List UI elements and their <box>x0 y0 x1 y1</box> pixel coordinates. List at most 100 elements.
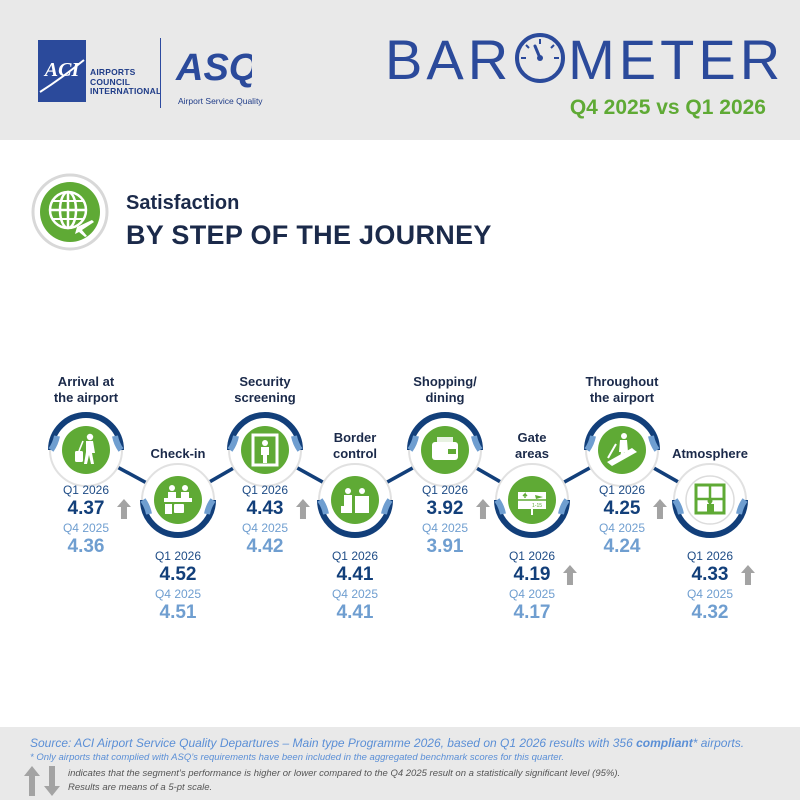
journey-step-4 <box>317 463 393 538</box>
compliance-note: * Only airports that complied with ASQ’s… <box>30 752 565 763</box>
step-arc <box>48 412 124 451</box>
border-control-icon <box>341 488 369 513</box>
current-score: 4.43 <box>242 498 311 520</box>
section-title: BY STEP OF THE JOURNEY <box>126 220 492 250</box>
journey-path: 1-15 <box>48 412 748 538</box>
journey-step-3 <box>227 412 303 487</box>
journey-step-5 <box>407 412 483 487</box>
current-period-label: Q1 2026 <box>241 483 289 497</box>
previous-period-label: Q4 2025 <box>154 587 202 601</box>
step-scores: Q1 2026 4.43 Q4 2025 4.42 <box>241 482 311 558</box>
step-arc <box>584 412 660 451</box>
previous-score: 4.24 <box>603 536 641 557</box>
step-arc <box>317 499 393 538</box>
step-arc <box>407 412 483 451</box>
trend-up-icon <box>653 499 668 519</box>
svg-text:ASQ: ASQ <box>175 47 252 89</box>
journey-step-7 <box>584 412 660 487</box>
previous-period-label: Q4 2025 <box>62 521 110 535</box>
previous-period-label: Q4 2025 <box>598 521 646 535</box>
current-score: 4.25 <box>599 498 668 520</box>
asq-subtitle: Airport Service Quality <box>178 96 263 106</box>
step-label: Border control <box>332 430 378 461</box>
arrival-icon <box>75 433 95 464</box>
previous-score: 4.32 <box>691 602 729 623</box>
legend-arrows-icon <box>24 766 60 796</box>
step-arc <box>140 499 216 538</box>
logo-divider <box>160 38 161 108</box>
current-score: 4.37 <box>63 498 132 520</box>
current-period-label: Q1 2026 <box>331 549 379 563</box>
previous-score: 4.51 <box>159 602 197 623</box>
previous-period-label: Q4 2025 <box>421 521 469 535</box>
atmosphere-icon <box>694 483 726 515</box>
walkway-icon <box>607 433 637 466</box>
journey-step-6: 1-15 <box>494 463 570 538</box>
step-scores: Q1 2026 4.37 Q4 2025 4.36 <box>62 482 132 558</box>
previous-score: 4.17 <box>513 602 551 623</box>
previous-period-label: Q4 2025 <box>331 587 379 601</box>
section-subtitle: Satisfaction <box>126 192 240 214</box>
legend-text: indicates that the segment’s performance… <box>68 768 621 779</box>
step-label: Arrival at the airport <box>53 374 119 405</box>
check-in-icon <box>164 485 192 514</box>
previous-score: 4.42 <box>246 536 284 557</box>
footer-bar <box>0 727 800 800</box>
journey-connector <box>648 463 684 487</box>
previous-score: 4.36 <box>67 536 105 557</box>
current-score: 4.33 <box>687 564 756 586</box>
current-period-label: Q1 2026 <box>62 483 110 497</box>
step-label: Throughout the airport <box>585 374 659 405</box>
shopping-icon <box>432 437 458 460</box>
journey-connector <box>204 463 239 487</box>
trend-up-icon <box>296 499 311 519</box>
step-scores: Q1 2026 4.52 Q4 2025 4.51 <box>155 548 201 624</box>
gauge-icon <box>515 33 566 83</box>
current-score: 4.41 <box>336 564 374 585</box>
header-bar <box>0 0 800 140</box>
step-scores: Q1 2026 4.41 Q4 2025 4.41 <box>332 548 378 624</box>
aci-logo: ACI <box>38 40 86 102</box>
svg-text:1-15: 1-15 <box>532 503 542 509</box>
journey-connector <box>558 463 596 487</box>
journey-step-8 <box>672 463 748 538</box>
step-label: Security screening <box>234 374 296 405</box>
current-period-label: Q1 2026 <box>508 549 556 563</box>
globe-plane-icon <box>31 173 109 251</box>
journey-connector <box>291 463 329 487</box>
step-arc <box>227 412 303 451</box>
security-icon <box>251 433 279 467</box>
journey-connector <box>112 463 152 487</box>
step-label: Shopping/dining <box>413 374 477 405</box>
aci-logo-text: ACI <box>43 59 81 81</box>
current-score: 4.52 <box>159 564 197 585</box>
step-label: Atmosphere <box>672 446 748 461</box>
current-period-label: Q1 2026 <box>598 483 646 497</box>
journey-step-2 <box>140 463 216 538</box>
previous-period-label: Q4 2025 <box>241 521 289 535</box>
trend-up-icon <box>117 499 132 519</box>
step-arc <box>672 499 748 538</box>
trend-up-icon <box>563 565 578 585</box>
journey-connector <box>471 463 506 487</box>
source-note: Source: ACI Airport Service Quality Depa… <box>30 736 745 750</box>
asq-logo: ASQ <box>175 47 252 89</box>
trend-up-icon <box>741 565 756 585</box>
scale-note: Results are means of a 5-pt scale. <box>68 782 213 793</box>
gate-icon: 1-15 <box>518 492 546 515</box>
previous-period-label: Q4 2025 <box>686 587 734 601</box>
barometer-title: BAR METER <box>385 28 785 91</box>
period-label: Q4 2025 vs Q1 2026 <box>569 96 766 119</box>
current-period-label: Q1 2026 <box>154 549 202 563</box>
step-scores: Q1 2026 4.25 Q4 2025 4.24 <box>598 482 668 558</box>
current-score: 4.19 <box>509 564 578 586</box>
step-scores: Q1 2026 4.19 Q4 2025 4.17 <box>508 548 578 624</box>
previous-score: 3.91 <box>426 536 464 557</box>
aci-name: AIRPORTS COUNCIL INTERNATIONAL <box>90 67 162 96</box>
step-arc <box>494 499 570 538</box>
previous-score: 4.41 <box>336 602 374 623</box>
journey-connector <box>381 463 419 487</box>
journey-step-1 <box>48 412 124 487</box>
step-scores: Q1 2026 4.33 Q4 2025 4.32 <box>686 548 756 624</box>
step-scores: Q1 2026 3.92 Q4 2025 3.91 <box>421 482 491 558</box>
